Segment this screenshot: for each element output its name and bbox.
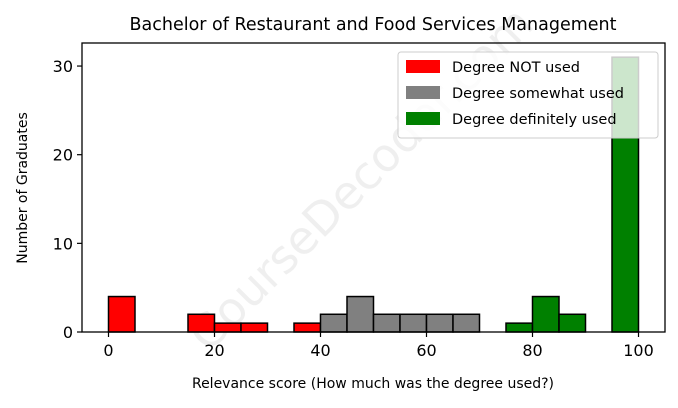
bar-degree-somewhat-used-50 [372,313,401,333]
bar-degree-somewhat-used-55 [399,313,428,333]
x-tick-label-60: 60 [416,341,436,360]
bar-degree-definitely-used-85 [558,313,587,333]
chart-title: Bachelor of Restaurant and Food Services… [130,15,617,35]
bar-degree-definitely-used-75 [505,322,534,333]
bar-degree-somewhat-used-40 [319,313,348,333]
bar-degree-not-used-15 [187,313,216,333]
legend: Degree NOT used Degree somewhat used Degre… [397,51,659,139]
bar-degree-not-used-0 [107,295,136,333]
y-axis-label: Number of Graduates [15,112,31,264]
axes: 0 20 40 60 80 100 0 10 20 30 [53,42,666,360]
y-tick-label-30: 30 [53,57,73,76]
plot-frame [81,42,666,333]
x-tick-label-80: 80 [522,341,542,360]
bar-degree-not-used-20 [213,322,242,333]
x-tick-label-0: 0 [103,341,113,360]
bar-degree-somewhat-used-65 [452,313,481,333]
legend-swatch-1 [406,86,440,99]
bar-degree-somewhat-used-45 [346,295,375,333]
legend-swatch-2 [406,112,440,125]
legend-label-2: Degree definitely used [452,112,617,128]
x-tick-label-40: 40 [310,341,330,360]
legend-label-1: Degree somewhat used [452,86,624,102]
legend-label-0: Degree NOT used [452,60,580,76]
bar-degree-not-used-25 [240,322,269,333]
y-tick-label-20: 20 [53,146,73,165]
y-tick-label-10: 10 [53,234,73,253]
bar-degree-somewhat-used-60 [425,313,454,333]
legend-box [397,51,659,139]
x-axis-label: Relevance score (How much was the degree… [192,376,554,392]
legend-swatch-0 [406,60,440,73]
bar-degree-not-used-35 [293,322,322,333]
x-tick-label-20: 20 [204,341,224,360]
x-tick-label-100: 100 [623,341,654,360]
bar-degree-definitely-used-80 [531,295,560,333]
y-tick-label-0: 0 [63,323,73,342]
